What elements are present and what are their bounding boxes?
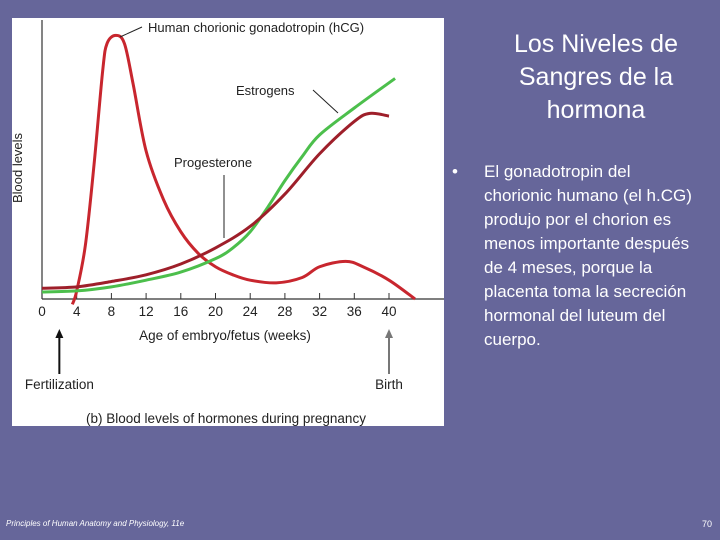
footer-text: Principles of Human Anatomy and Physiolo… <box>6 519 185 528</box>
series-line-estrogens <box>41 77 396 294</box>
y-axis-label: Blood levels <box>12 132 25 203</box>
hcg-leader <box>119 26 143 38</box>
x-tick-label: 8 <box>108 304 116 319</box>
x-tick-label: 36 <box>347 304 362 319</box>
arrow-head-icon <box>55 329 64 338</box>
x-tick-label: 12 <box>139 304 154 319</box>
x-tick-label: 28 <box>277 304 292 319</box>
x-tick-label: 20 <box>208 304 223 319</box>
slide-title: Los Niveles de Sangres de la hormona <box>514 30 678 124</box>
x-tick-label: 24 <box>243 304 259 319</box>
bullet-item: • El gonadotropin del chorionic humano (… <box>452 160 702 352</box>
page-number: 70 <box>701 519 712 529</box>
bullet-text: El gonadotropin del chorionic humano (el… <box>484 162 692 349</box>
x-tick-label: 4 <box>73 304 81 319</box>
annotation-label: Fertilization <box>25 377 94 392</box>
x-tick-label: 40 <box>381 304 396 319</box>
estrogens-label: Estrogens <box>236 83 295 98</box>
arrow-head-icon <box>385 329 393 338</box>
x-tick-label: 16 <box>173 304 188 319</box>
x-tick-label: 32 <box>312 304 327 319</box>
x-axis-label: Age of embryo/fetus (weeks) <box>139 328 311 343</box>
x-tick-label: 0 <box>38 304 46 319</box>
hcg-label: Human chorionic gonadotropin (hCG) <box>148 20 364 35</box>
series-line-human <box>70 33 416 305</box>
chart-svg: 0 4 8 12 16 20 24 28 32 36 40 Blood levels Age of … <box>12 20 444 426</box>
bullet-marker: • <box>452 162 458 181</box>
chart-caption: (b) Blood levels of hormones during preg… <box>86 411 366 426</box>
series-line-progesterone <box>41 111 390 290</box>
hormone-chart: 0 4 8 12 16 20 24 28 32 36 40 Blood levels Age of … <box>12 18 444 426</box>
progesterone-label: Progesterone <box>174 155 252 170</box>
annotation-label: Birth <box>375 377 403 392</box>
estrogens-leader <box>312 89 339 114</box>
